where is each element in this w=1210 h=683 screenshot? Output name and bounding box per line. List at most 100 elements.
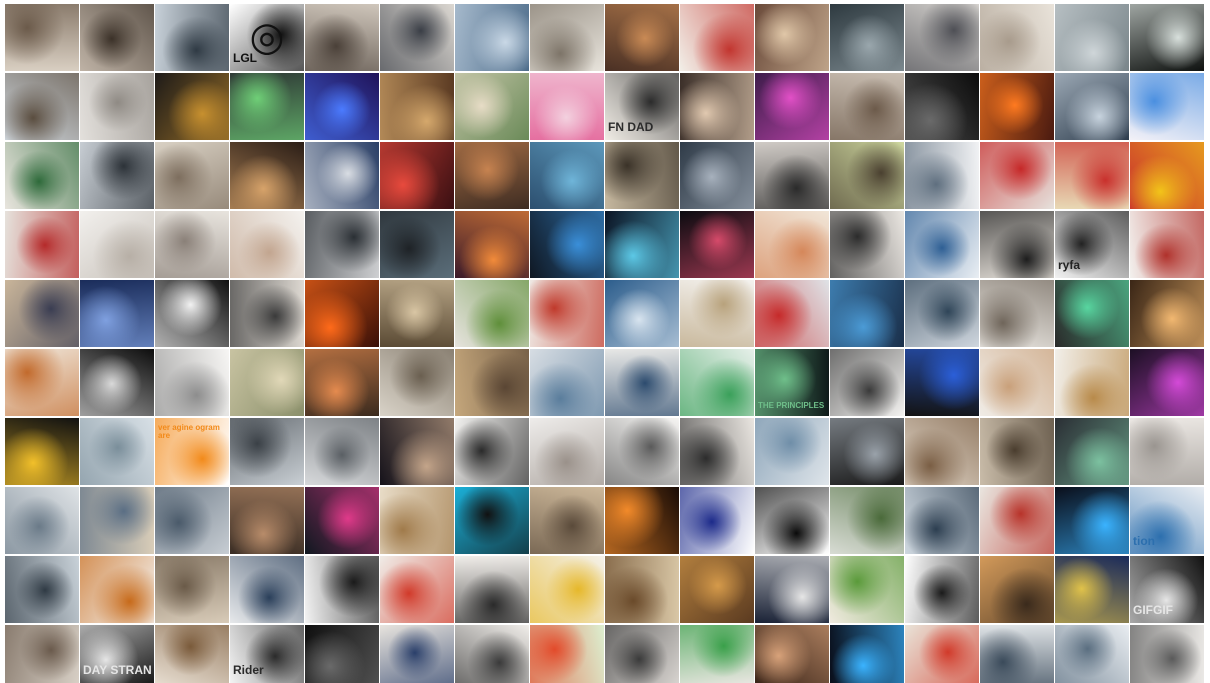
mosaic-tile [155,280,229,347]
mosaic-tile [5,556,79,623]
mosaic-tile [5,4,79,71]
mosaic-tile [530,625,604,683]
mosaic-tile [755,556,829,623]
mosaic-tile [980,487,1054,554]
mosaic-tile [530,211,604,278]
spiral-icon: ◎ [249,15,285,59]
mosaic-tile [605,487,679,554]
mosaic-tile [1055,349,1129,416]
mosaic-tile: DAY STRANGER [80,625,154,683]
mosaic-tile [605,418,679,485]
mosaic-tile: GIFGIF [1130,556,1204,623]
mosaic-tile [230,418,304,485]
mosaic-tile [980,142,1054,209]
mosaic-tile [305,4,379,71]
mosaic-tile [755,418,829,485]
tile-caption: Rider [233,664,264,677]
mosaic-tile [455,556,529,623]
mosaic-tile [80,142,154,209]
mosaic-tile [905,73,979,140]
mosaic-tile [680,349,754,416]
mosaic-tile [80,418,154,485]
mosaic-tile [305,349,379,416]
mosaic-tile [530,418,604,485]
mosaic-tile [305,211,379,278]
mosaic-tile [380,349,454,416]
mosaic-tile: ver agine ogram are [155,418,229,485]
tile-caption: FN DAD [608,121,654,134]
mosaic-tile [830,73,904,140]
mosaic-tile [1130,349,1204,416]
mosaic-tile [905,349,979,416]
mosaic-tile: ◎ LGL [230,4,304,71]
mosaic-tile [830,280,904,347]
mosaic-tile [530,142,604,209]
mosaic-tile [605,4,679,71]
mosaic-tile [5,211,79,278]
mosaic-tile [380,73,454,140]
mosaic-tile [905,280,979,347]
mosaic-tile: Rider [230,625,304,683]
mosaic-tile [530,556,604,623]
mosaic-tile [980,418,1054,485]
mosaic-tile [155,73,229,140]
mosaic-tile [230,142,304,209]
mosaic-tile [755,487,829,554]
mosaic-tile [680,625,754,683]
mosaic-tile [230,349,304,416]
mosaic-tile [830,211,904,278]
mosaic-tile [305,487,379,554]
mosaic-tile [530,4,604,71]
mosaic-tile [680,142,754,209]
mosaic-tile [605,556,679,623]
mosaic-tile [305,418,379,485]
mosaic-tile [1130,142,1204,209]
mosaic-tile [305,280,379,347]
mosaic-tile [905,556,979,623]
mosaic-tile [1130,4,1204,71]
mosaic-tile [680,73,754,140]
mosaic-tile [980,73,1054,140]
mosaic-tile [980,4,1054,71]
mosaic-tile [830,142,904,209]
mosaic-tile [755,73,829,140]
mosaic-tile [380,280,454,347]
mosaic-tile [455,418,529,485]
mosaic-tile [305,73,379,140]
mosaic-tile [830,418,904,485]
mosaic-tile [380,625,454,683]
mosaic-tile [5,142,79,209]
mosaic-tile [1055,73,1129,140]
mosaic-tile [380,4,454,71]
mosaic-tile [380,556,454,623]
mosaic-tile [1055,4,1129,71]
mosaic-tile [80,211,154,278]
mosaic-tile: FN DAD [605,73,679,140]
mosaic-tile [605,349,679,416]
mosaic-tile [155,487,229,554]
mosaic-tile [830,625,904,683]
mosaic-tile [5,487,79,554]
mosaic-tile [155,211,229,278]
tile-caption: GIFGIF [1133,604,1173,617]
mosaic-tile [605,211,679,278]
mosaic-tile [155,4,229,71]
tile-caption: THE PRINCIPLES [758,401,825,410]
mosaic-tile [830,556,904,623]
mosaic-tile [380,487,454,554]
mosaic-tile [5,280,79,347]
mosaic-tile [155,625,229,683]
mosaic-tile [1055,487,1129,554]
mosaic-tile [980,625,1054,683]
mosaic-tile [605,280,679,347]
mosaic-tile [5,73,79,140]
mosaic-tile [455,349,529,416]
mosaic-tile [1055,280,1129,347]
mosaic-tile [905,487,979,554]
mosaic-tile [80,280,154,347]
mosaic-tile: THE PRINCIPLES [755,349,829,416]
mosaic-tile [530,349,604,416]
mosaic-tile [680,4,754,71]
mosaic-tile [5,625,79,683]
